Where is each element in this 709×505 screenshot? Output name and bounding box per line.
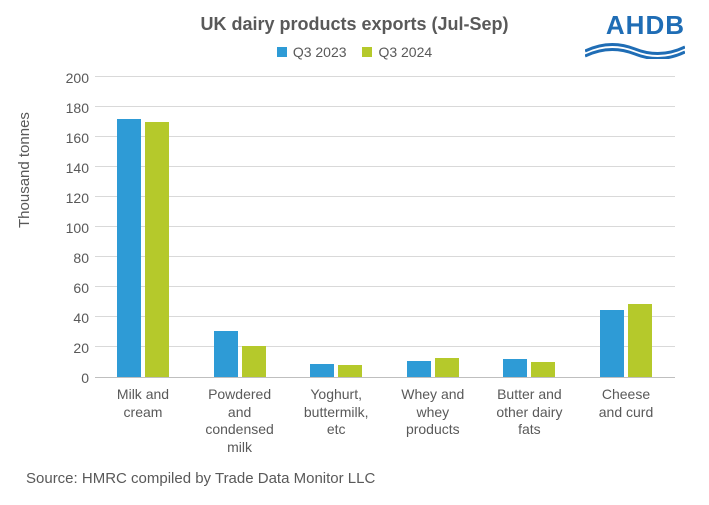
bar-group: [403, 78, 463, 377]
xtick-label: Yoghurt,buttermilk,etc: [288, 386, 384, 439]
xtick-label: Whey andwheyproducts: [385, 386, 481, 439]
gridline: [95, 316, 675, 317]
xtick-label: Cheeseand curd: [578, 386, 674, 421]
ytick-label: 40: [49, 310, 89, 326]
bar-series-0: [407, 361, 431, 378]
source-note: Source: HMRC compiled by Trade Data Moni…: [26, 470, 375, 487]
ytick-label: 120: [49, 190, 89, 206]
xtick-label: Powderedandcondensedmilk: [192, 386, 288, 456]
ytick-label: 180: [49, 100, 89, 116]
plot-area: [95, 78, 675, 378]
bar-group: [499, 78, 559, 377]
ytick-label: 20: [49, 340, 89, 356]
bar-series-1: [628, 304, 652, 378]
legend-item-1: Q3 2024: [362, 44, 432, 60]
ahdb-logo-text: AHDB: [585, 10, 685, 41]
bar-series-1: [435, 358, 459, 378]
bar-group: [113, 78, 173, 377]
gridline: [95, 196, 675, 197]
ytick-label: 0: [49, 370, 89, 386]
bar-group: [596, 78, 656, 377]
ytick-label: 60: [49, 280, 89, 296]
xtick-label: Butter andother dairyfats: [481, 386, 577, 439]
bar-series-1: [145, 122, 169, 377]
gridline: [95, 76, 675, 77]
gridline: [95, 256, 675, 257]
y-axis-label: Thousand tonnes: [16, 112, 33, 228]
ytick-label: 200: [49, 70, 89, 86]
bar-series-1: [531, 362, 555, 377]
legend-label-1: Q3 2024: [378, 44, 432, 60]
legend-item-0: Q3 2023: [277, 44, 347, 60]
gridline: [95, 136, 675, 137]
gridline: [95, 226, 675, 227]
ytick-label: 140: [49, 160, 89, 176]
legend-swatch-0: [277, 47, 287, 57]
gridline: [95, 106, 675, 107]
legend-label-0: Q3 2023: [293, 44, 347, 60]
bar-group: [306, 78, 366, 377]
ytick-label: 100: [49, 220, 89, 236]
ytick-label: 80: [49, 250, 89, 266]
bar-series-0: [117, 119, 141, 377]
bar-series-0: [503, 359, 527, 377]
chart-container: UK dairy products exports (Jul-Sep) AHDB…: [0, 0, 709, 505]
bar-series-0: [310, 364, 334, 378]
bar-series-1: [242, 346, 266, 378]
gridline: [95, 346, 675, 347]
gridline: [95, 286, 675, 287]
bar-series-0: [600, 310, 624, 378]
bar-series-0: [214, 331, 238, 378]
bar-group: [210, 78, 270, 377]
legend-swatch-1: [362, 47, 372, 57]
xtick-label: Milk andcream: [95, 386, 191, 421]
gridline: [95, 166, 675, 167]
ytick-label: 160: [49, 130, 89, 146]
chart-legend: Q3 2023 Q3 2024: [0, 44, 709, 60]
bar-series-1: [338, 365, 362, 377]
